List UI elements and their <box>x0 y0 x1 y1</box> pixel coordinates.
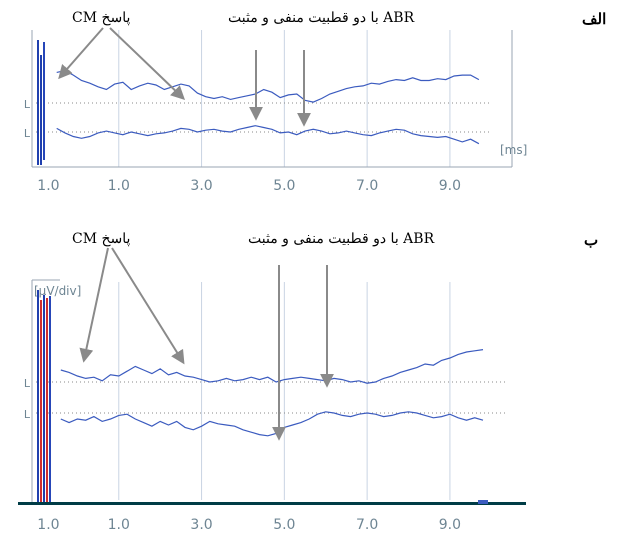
x-tick-label: 1.0 <box>108 517 130 533</box>
panel-b-cm-arrow-1 <box>79 247 109 363</box>
panel-a-cm-label: پاسخ CM <box>72 10 131 26</box>
panel-a-arrows <box>58 27 311 127</box>
panel-a-grid <box>118 30 451 167</box>
panel-b-stimulus-artifact <box>37 290 51 503</box>
panel-a-trace-lower <box>56 125 480 145</box>
panel-b-axis-marker <box>478 500 488 504</box>
x-tick-label: 1.0 <box>108 178 130 194</box>
panel-b-trace-upper <box>60 349 484 384</box>
panel-a-stimulus-artifact <box>37 40 45 165</box>
panel-a-marker-2: L <box>24 127 31 140</box>
panel-b-marker-1: L <box>24 377 31 390</box>
panel-a-abr-label: ABR با دو قطبیت منفی و مثبت <box>228 10 415 26</box>
x-tick-label: 3.0 <box>190 178 212 194</box>
panel-a-trace-upper <box>56 69 480 103</box>
panel-b-chart: [µV/div] L L 1.0 1.0 3.0 5.0 7.0 9.0 <box>18 247 526 533</box>
panel-a-marker-1: L <box>24 98 31 111</box>
panel-b-grid <box>118 282 451 500</box>
panel-a-x-ticks: 1.0 1.0 3.0 5.0 7.0 9.0 <box>37 178 461 194</box>
panel-b-arrows <box>79 247 334 441</box>
x-tick-label: 5.0 <box>273 178 295 194</box>
panel-b-abr-label: ABR با دو قطبیت منفی و مثبت <box>248 231 435 247</box>
x-tick-label: 3.0 <box>190 517 212 533</box>
panel-b-unit-uv: [µV/div] <box>34 284 81 298</box>
panel-b-marker-2: L <box>24 408 31 421</box>
panel-a-chart: L L [ms] 1.0 1.0 3.0 5.0 7.0 9.0 <box>24 27 527 194</box>
x-tick-label: 7.0 <box>356 517 378 533</box>
x-tick-label: 7.0 <box>356 178 378 194</box>
x-tick-label: 9.0 <box>439 517 461 533</box>
panel-b-cm-label: پاسخ CM <box>72 231 131 247</box>
panel-a-cm-arrow-1 <box>58 27 104 80</box>
panel-b-x-ticks: 1.0 1.0 3.0 5.0 7.0 9.0 <box>37 517 461 533</box>
x-tick-label: 9.0 <box>439 178 461 194</box>
panel-b-cm-arrow-2 <box>111 247 185 365</box>
panel-a-unit-ms: [ms] <box>500 143 527 157</box>
x-tick-label: 1.0 <box>37 517 59 533</box>
panel-a-letter: الف <box>582 10 607 28</box>
x-tick-label: 1.0 <box>37 178 59 194</box>
panel-a-cm-arrow-2 <box>109 27 186 100</box>
panel-b-baseline-axis <box>18 502 526 505</box>
panel-b-letter: ب <box>584 231 599 249</box>
x-tick-label: 5.0 <box>273 517 295 533</box>
panel-b-trace-lower <box>60 411 484 437</box>
